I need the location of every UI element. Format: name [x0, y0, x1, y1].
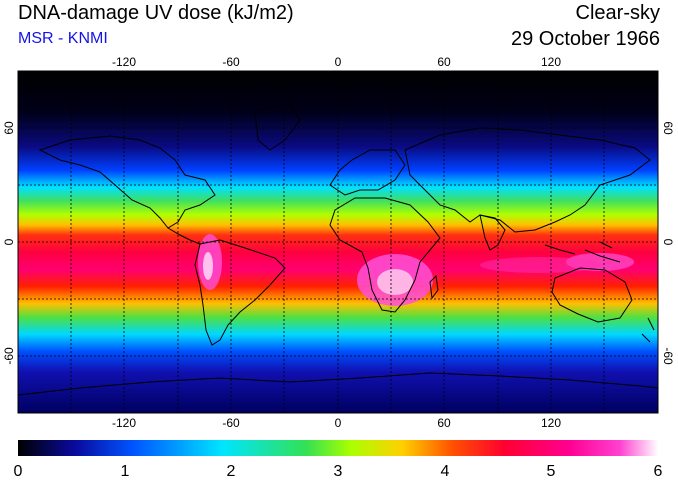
- lon-tick-top: -120: [112, 55, 136, 69]
- colorbar-label: 3: [334, 463, 343, 480]
- source-label: MSR - KNMI: [18, 30, 108, 47]
- lon-tick-bottom: -60: [222, 416, 240, 430]
- colorbar: [18, 440, 658, 456]
- lon-tick-bottom: -120: [112, 416, 136, 430]
- colorbar-label: 0: [14, 463, 23, 480]
- map-title: DNA-damage UV dose (kJ/m2): [18, 2, 294, 24]
- lon-tick-bottom: 0: [335, 416, 342, 430]
- lon-tick-top: -60: [222, 55, 240, 69]
- lon-tick-top: 0: [335, 55, 342, 69]
- colorbar-label: 2: [227, 463, 236, 480]
- map-date: 29 October 1966: [511, 28, 660, 50]
- map-frame: [17, 70, 659, 414]
- colorbar-label: 5: [547, 463, 556, 480]
- indian-ocean-band: [480, 257, 600, 273]
- lat-tick-right: 60: [661, 121, 675, 135]
- colorbar-label: 1: [121, 463, 130, 480]
- lon-tick-bottom: 120: [541, 416, 561, 430]
- coastlines: [18, 104, 658, 396]
- lat-tick-left: 60: [2, 121, 16, 135]
- lon-tick-top: 60: [437, 55, 451, 69]
- lon-tick-top: 120: [541, 55, 561, 69]
- lat-tick-left: -60: [2, 347, 16, 365]
- lon-tick-bottom: 60: [437, 416, 451, 430]
- graticule: [18, 71, 658, 413]
- lat-tick-left: 0: [2, 238, 16, 245]
- lat-tick-right: 0: [661, 239, 675, 246]
- sky-condition: Clear-sky: [575, 2, 660, 24]
- southern-africa-peak: [377, 269, 413, 295]
- lat-tick-right: -60: [661, 347, 675, 365]
- andes-peak: [203, 252, 213, 280]
- colorbar-label: 6: [654, 463, 663, 480]
- colorbar-label: 4: [441, 463, 450, 480]
